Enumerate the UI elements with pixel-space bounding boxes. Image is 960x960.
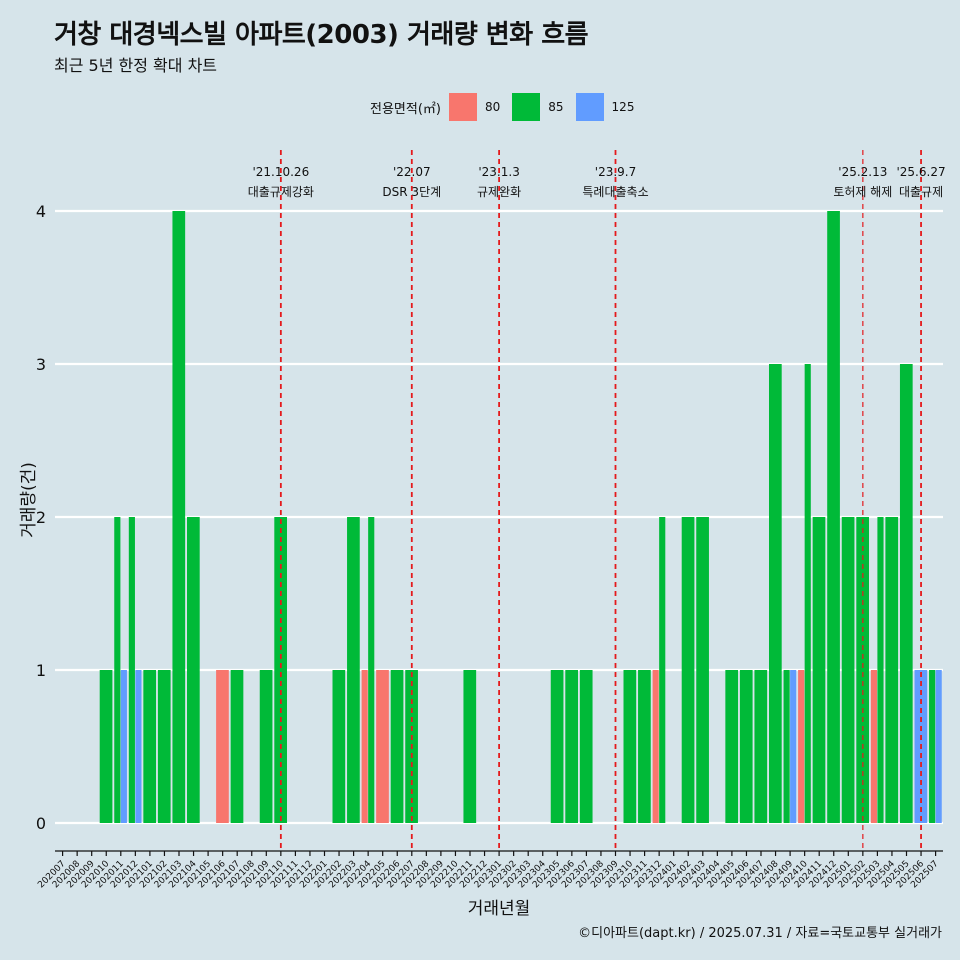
bar-85-202305 <box>550 670 564 823</box>
bar-85-202109 <box>259 670 273 823</box>
bar-80-202503 <box>870 670 877 823</box>
bar-85-202412 <box>827 211 840 823</box>
bar-85-202110 <box>274 517 287 823</box>
bar-85-202405 <box>725 670 739 823</box>
bar-85-202107 <box>230 670 244 823</box>
bar-80-202204 <box>361 670 368 823</box>
event-label-202301: 규제완화 <box>477 185 521 199</box>
x-axis-title: 거래년월 <box>468 899 531 919</box>
bar-85-202402 <box>681 517 695 823</box>
bar-85-202202 <box>332 670 346 823</box>
y-tick-label: 3 <box>36 355 46 374</box>
legend-item-125: 125 <box>575 93 635 121</box>
bar-125-202012 <box>135 670 142 823</box>
bar-85-202012 <box>128 517 135 823</box>
chart-caption: ©디아파트(dapt.kr) / 2025.07.31 / 자료=국토교통부 실… <box>578 926 942 941</box>
y-tick-label: 1 <box>36 661 46 680</box>
bar-125-202011 <box>120 670 127 823</box>
event-date-202110: '21.10.26 <box>252 165 309 179</box>
bar-85-202503 <box>877 517 884 823</box>
bar-85-202307 <box>579 670 593 823</box>
bar-85-202409 <box>783 670 790 823</box>
event-date-202502: '25.2.13 <box>838 165 887 179</box>
event-label-202309: 특례대출축소 <box>582 185 648 199</box>
bar-80-202312 <box>652 670 659 823</box>
bar-85-202505 <box>899 364 913 823</box>
bar-80-202106 <box>216 670 229 823</box>
bar-80-202205 <box>376 670 389 823</box>
event-label-202502: 토허제 해제 <box>833 185 892 199</box>
bar-85-202403 <box>696 517 709 823</box>
bar-85-202306 <box>565 670 578 823</box>
event-date-202301: '23.1.3 <box>478 165 519 179</box>
bar-85-202312 <box>659 517 666 823</box>
bar-125-202409 <box>790 670 797 823</box>
legend-swatch-85 <box>512 93 541 121</box>
legend-item-85: 85 <box>512 93 564 121</box>
event-label-202207: DSR 3단계 <box>382 185 441 199</box>
bar-85-202010 <box>99 670 113 823</box>
y-tick-label: 0 <box>36 814 46 833</box>
y-axis-title: 거래량(건) <box>19 462 39 538</box>
legend-label-80: 80 <box>484 100 501 114</box>
legend: 전용면적(㎡) 80 85 125 <box>370 92 646 122</box>
bar-85-202204 <box>368 517 375 823</box>
bar-85-202406 <box>739 670 753 823</box>
bar-85-202407 <box>754 670 768 823</box>
y-tick-label: 2 <box>36 508 46 527</box>
legend-title: 전용면적(㎡) <box>370 101 441 117</box>
bar-85-202310 <box>623 670 637 823</box>
event-date-202309: '23.9.7 <box>595 165 636 179</box>
legend-item-80: 80 <box>448 93 501 121</box>
legend-label-85: 85 <box>548 100 564 114</box>
bar-85-202408 <box>769 364 782 823</box>
bar-85-202203 <box>347 517 360 823</box>
bar-85-202206 <box>390 670 404 823</box>
event-label-202506: 대출규제 <box>899 185 943 199</box>
bar-85-202011 <box>114 517 121 823</box>
legend-label-125: 125 <box>611 100 635 114</box>
bar-80-202410 <box>798 670 805 823</box>
bar-125-202507 <box>935 670 942 823</box>
bar-85-202501 <box>841 517 855 823</box>
bar-85-202211 <box>463 670 477 823</box>
bar-85-202311 <box>638 670 651 823</box>
bar-85-202504 <box>885 517 899 823</box>
chart-title: 거창 대경넥스빌 아파트(2003) 거래량 변화 흐름 <box>54 20 589 50</box>
legend-swatch-80 <box>448 93 477 121</box>
bar-85-202104 <box>187 517 200 823</box>
bar-85-202502 <box>856 517 869 823</box>
bar-85-202103 <box>172 211 186 823</box>
event-date-202207: '22.07 <box>393 165 431 179</box>
bar-85-202101 <box>143 670 157 823</box>
event-label-202110: 대출규제강화 <box>248 185 314 199</box>
bar-85-202410 <box>804 364 811 823</box>
bar-85-202411 <box>812 517 826 823</box>
y-tick-label: 4 <box>36 202 46 221</box>
bar-85-202102 <box>157 670 171 823</box>
bar-85-202507 <box>929 670 936 823</box>
chart-subtitle: 최근 5년 한정 확대 차트 <box>54 56 218 75</box>
event-date-202506: '25.6.27 <box>896 165 945 179</box>
legend-swatch-125 <box>575 93 604 121</box>
